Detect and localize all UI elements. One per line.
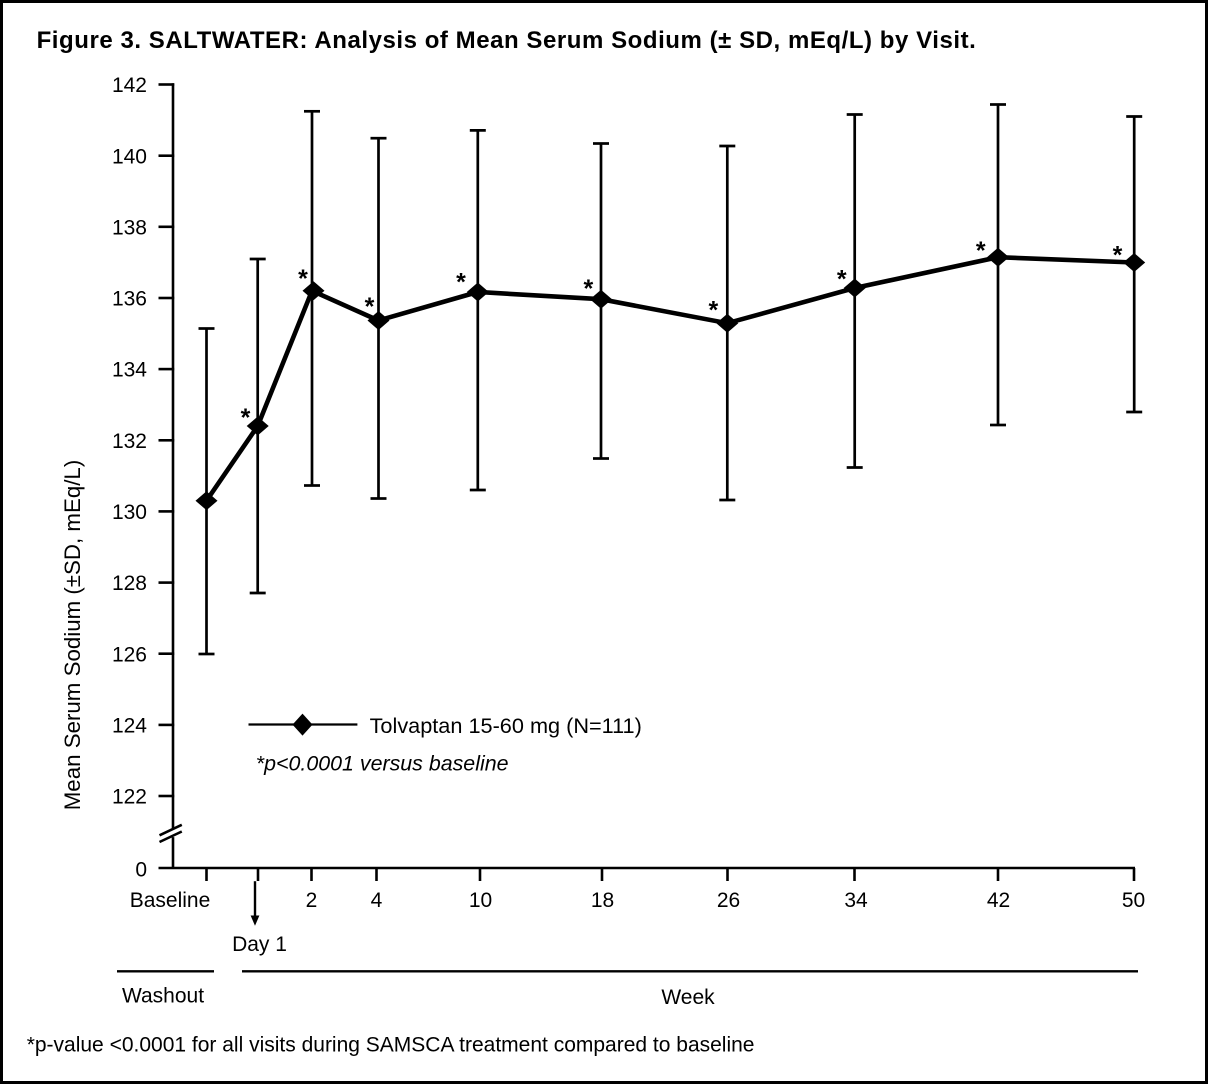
svg-text:*: * (298, 265, 308, 293)
svg-text:122: 122 (112, 786, 147, 809)
svg-text:126: 126 (112, 643, 147, 666)
svg-text:128: 128 (112, 572, 147, 595)
svg-text:134: 134 (112, 359, 147, 382)
svg-text:136: 136 (112, 288, 147, 311)
svg-text:50: 50 (1122, 889, 1145, 912)
svg-text:0: 0 (135, 858, 147, 881)
svg-text:138: 138 (112, 216, 147, 239)
svg-text:Figure 3. SALTWATER: Analysis: Figure 3. SALTWATER: Analysis of Mean Se… (37, 27, 977, 54)
svg-text:*p<0.0001 versus baseline: *p<0.0001 versus baseline (256, 751, 509, 775)
svg-text:124: 124 (112, 715, 147, 738)
svg-text:42: 42 (987, 889, 1010, 912)
svg-text:*: * (837, 265, 847, 293)
svg-text:*: * (1113, 241, 1123, 269)
svg-text:Washout: Washout (122, 984, 204, 1007)
svg-text:Mean Serum Sodium (±SD, mEq/L): Mean Serum Sodium (±SD, mEq/L) (60, 460, 85, 811)
svg-text:Day 1: Day 1 (232, 933, 287, 956)
svg-text:*: * (365, 293, 375, 321)
svg-text:142: 142 (112, 74, 147, 97)
svg-text:*: * (456, 269, 466, 297)
svg-text:34: 34 (844, 889, 868, 912)
svg-text:4: 4 (371, 889, 383, 912)
svg-text:26: 26 (717, 889, 740, 912)
svg-text:10: 10 (469, 889, 492, 912)
svg-text:*p-value <0.0001 for all visit: *p-value <0.0001 for all visits during S… (27, 1033, 755, 1056)
svg-text:Tolvaptan 15-60 mg (N=111): Tolvaptan 15-60 mg (N=111) (370, 713, 642, 738)
svg-text:140: 140 (112, 145, 147, 168)
svg-text:Week: Week (661, 986, 715, 1009)
svg-text:*: * (709, 296, 719, 324)
svg-text:2: 2 (306, 889, 318, 912)
svg-text:Baseline: Baseline (130, 889, 211, 912)
svg-text:132: 132 (112, 430, 147, 453)
svg-text:*: * (241, 404, 251, 432)
svg-text:130: 130 (112, 501, 147, 524)
svg-text:18: 18 (591, 889, 614, 912)
svg-text:*: * (976, 237, 986, 265)
svg-text:*: * (584, 275, 594, 303)
